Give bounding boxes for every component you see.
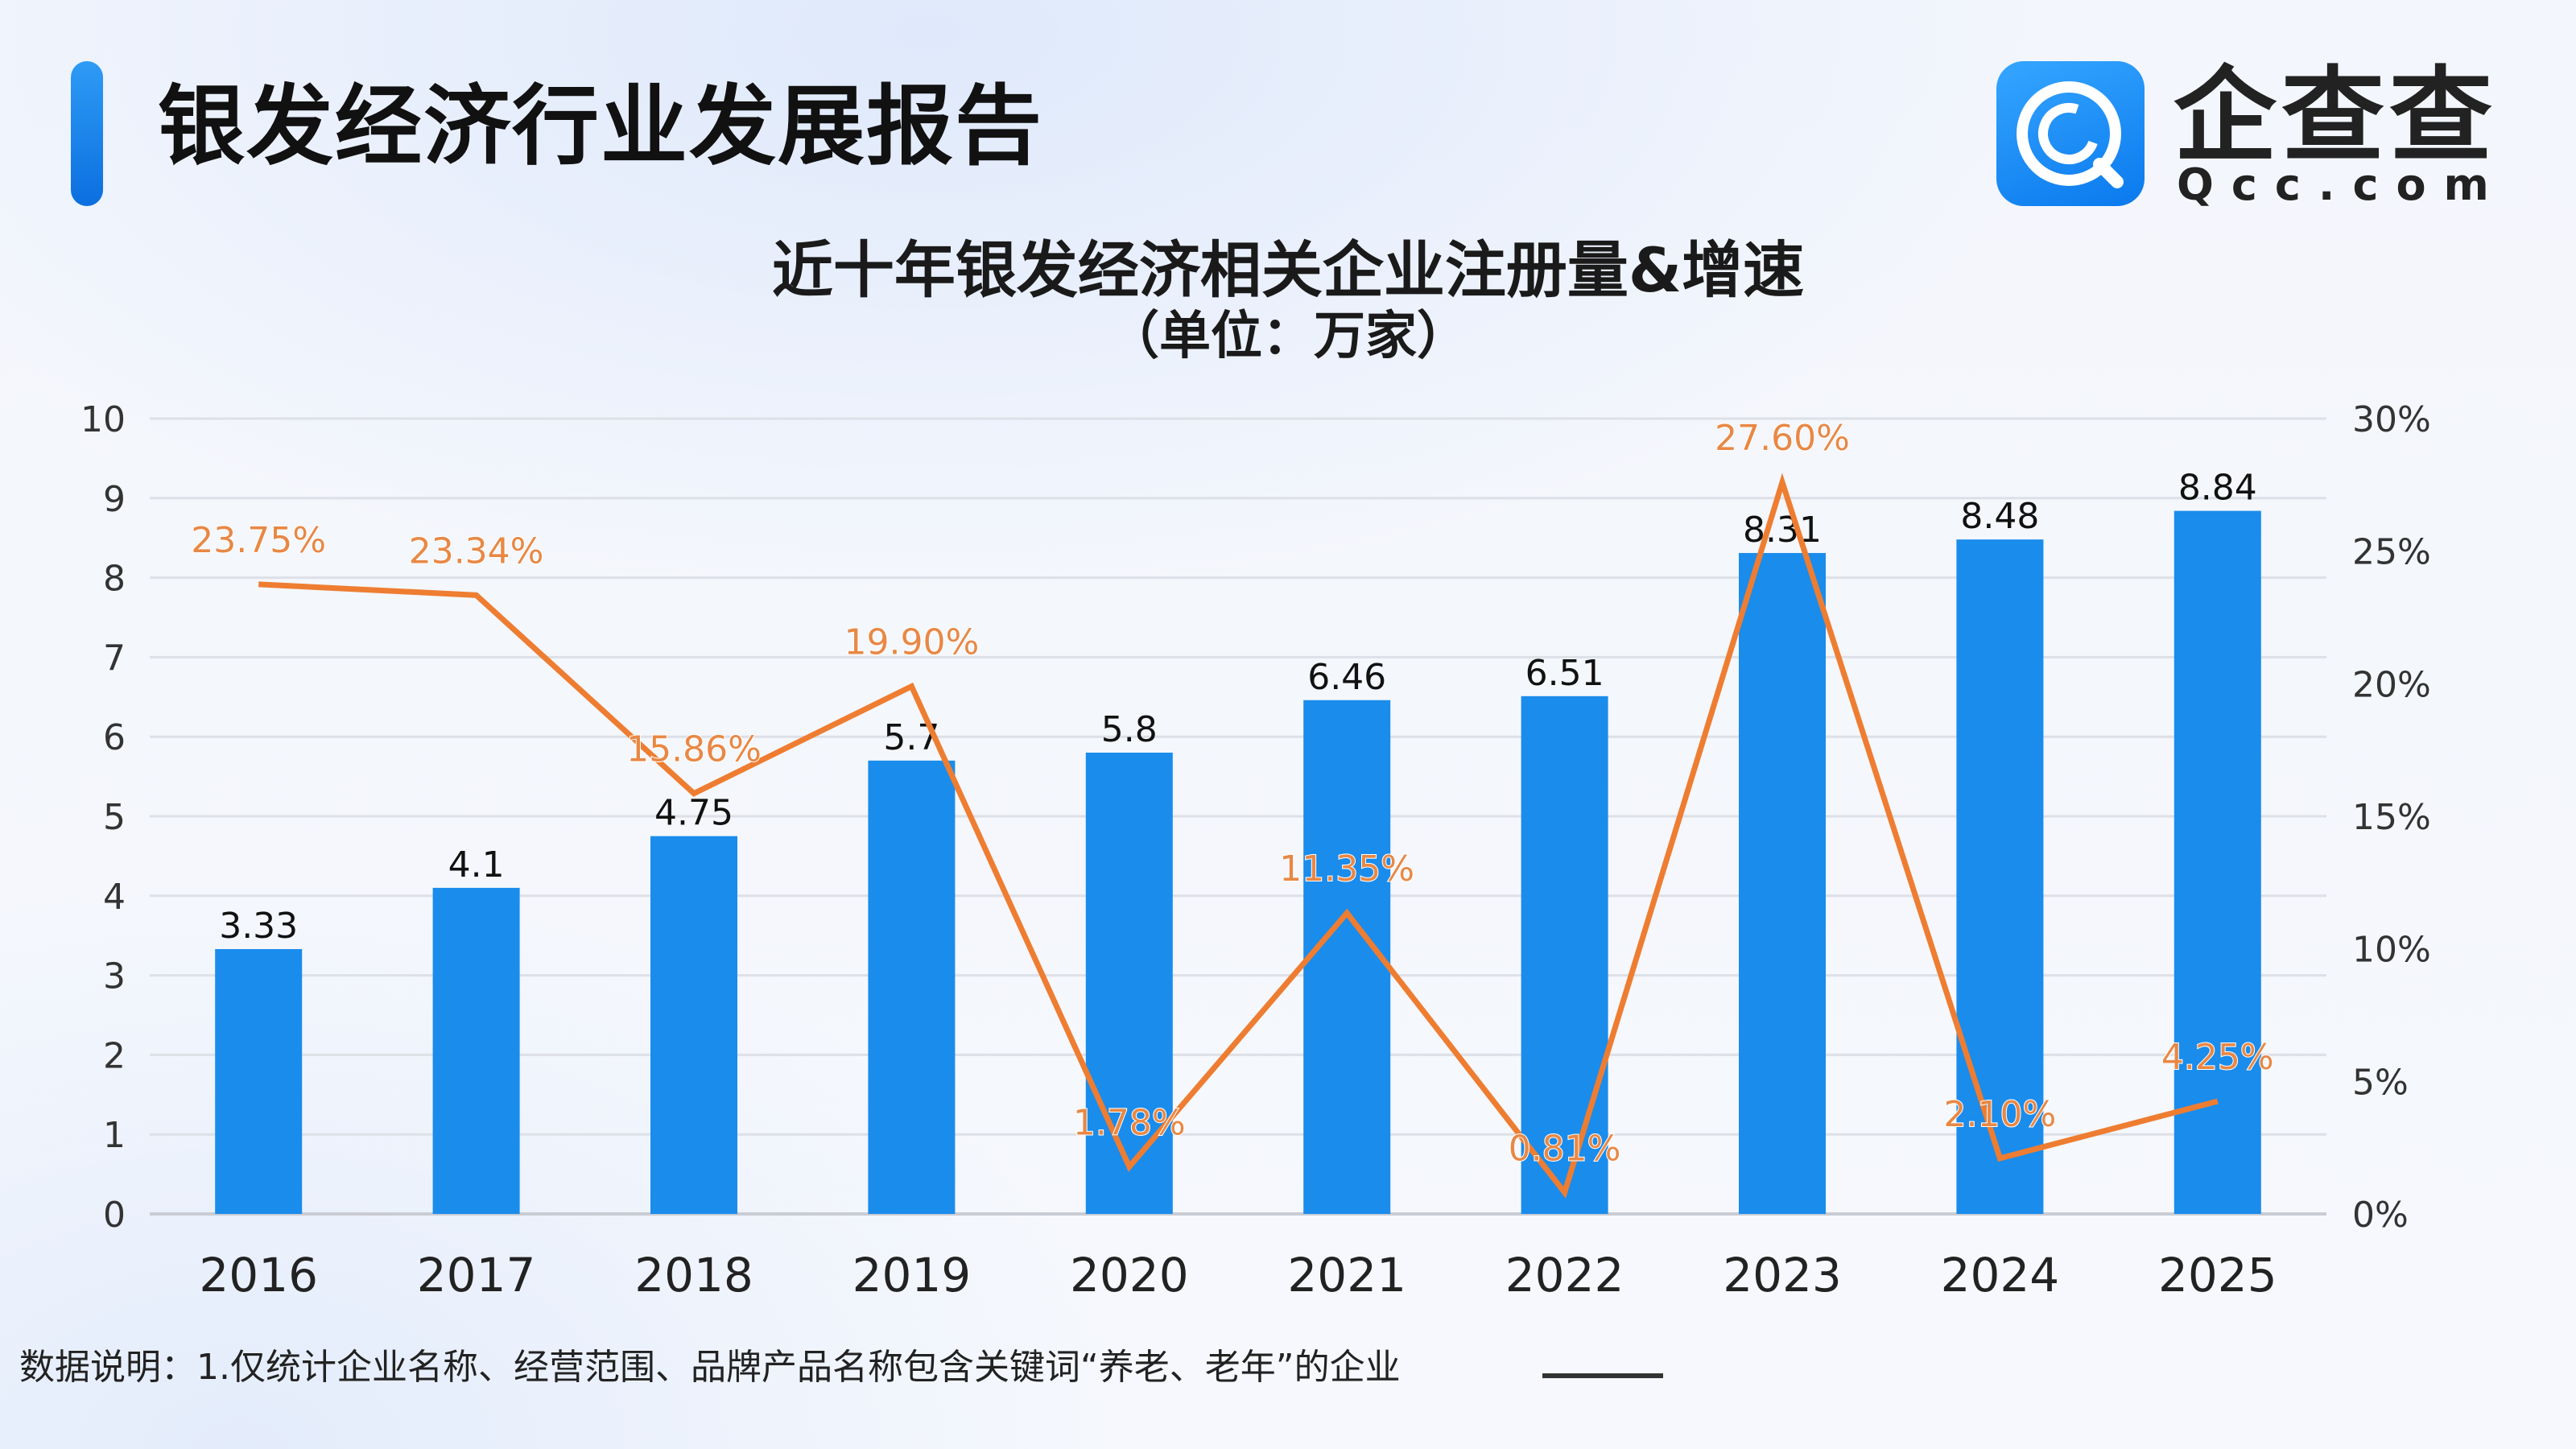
bar-value-label: 3.33 [219,906,298,947]
x-tick-label: 2024 [1941,1248,2060,1302]
x-tick-label: 2021 [1287,1248,1406,1302]
bar [1085,752,1173,1214]
x-tick-label: 2019 [852,1248,972,1302]
bar-value-label: 4.1 [448,844,505,886]
y-right-tick-label: 30% [2352,399,2431,440]
bar-value-label: 4.75 [654,793,733,834]
growth-value-label: 1.78% [1073,1102,1186,1143]
logo-domain: Qcc.com [2177,159,2507,210]
growth-value-label: 4.25% [2161,1037,2274,1078]
chart-subtitle: （单位：万家） [1108,307,1468,366]
growth-value-label: 0.81% [1509,1128,1621,1169]
growth-value-label: 11.35% [1279,848,1414,890]
footnote-divider [1542,1373,1663,1378]
bar [1739,552,1826,1214]
y-left-tick-label: 8 [103,559,126,600]
bar [1956,539,2044,1214]
y-left-tick-label: 0 [103,1195,126,1236]
x-tick-label: 2022 [1505,1248,1624,1302]
bar-value-label: 8.48 [1960,496,2039,537]
logo-wordmark: 企查查 [2174,56,2498,176]
y-right-tick-label: 0% [2352,1195,2409,1236]
x-tick-label: 2025 [2158,1248,2277,1302]
chart-title: 近十年银发经济相关企业注册量&增速 [771,234,1805,306]
y-right-tick-label: 20% [2352,664,2431,705]
bar [1521,696,1608,1214]
bar [868,760,956,1214]
y-left-tick-label: 9 [103,479,126,520]
qcc-logo-icon [1996,61,2145,206]
y-left-tick-label: 3 [103,956,126,997]
y-right-tick-label: 10% [2352,930,2431,971]
bar-value-label: 8.31 [1743,510,1822,551]
y-left-tick-label: 6 [103,717,126,758]
data-footnote: 数据说明：1.仅统计企业名称、经营范围、品牌产品名称包含关键词“养老、老年”的企… [19,1347,1401,1388]
title-accent-bar [71,61,103,206]
growth-value-label: 27.60% [1715,418,1850,459]
y-left-tick-label: 1 [103,1115,126,1156]
y-left-tick-label: 4 [103,877,126,918]
y-right-tick-label: 25% [2352,532,2431,573]
x-tick-label: 2020 [1070,1248,1189,1302]
growth-value-label: 2.10% [1944,1094,2057,1135]
y-left-tick-label: 2 [103,1035,126,1076]
bar [1303,700,1391,1214]
bar [215,948,303,1214]
y-left-tick-label: 10 [80,399,126,440]
growth-value-label: 19.90% [844,622,980,663]
growth-line [258,473,2219,1199]
bar [432,887,520,1214]
bar-value-label: 8.84 [2178,468,2257,509]
report-title: 银发经济行业发展报告 [158,76,1044,177]
x-tick-label: 2023 [1723,1248,1842,1302]
growth-value-label: 15.86% [626,729,762,770]
x-tick-label: 2017 [417,1248,536,1302]
y-left-tick-label: 5 [103,797,126,838]
y-right-tick-label: 5% [2352,1062,2409,1103]
bar-value-label: 6.46 [1307,657,1386,698]
x-tick-label: 2018 [634,1248,753,1302]
y-right-tick-label: 15% [2352,797,2431,838]
growth-value-label: 23.34% [409,530,544,572]
bar-value-label: 6.51 [1525,653,1604,694]
bar [2174,510,2261,1214]
y-left-tick-label: 7 [103,638,126,679]
x-tick-label: 2016 [199,1248,318,1302]
bar [650,836,737,1214]
growth-value-label: 23.75% [191,520,326,561]
bar-value-label: 5.8 [1101,709,1158,750]
